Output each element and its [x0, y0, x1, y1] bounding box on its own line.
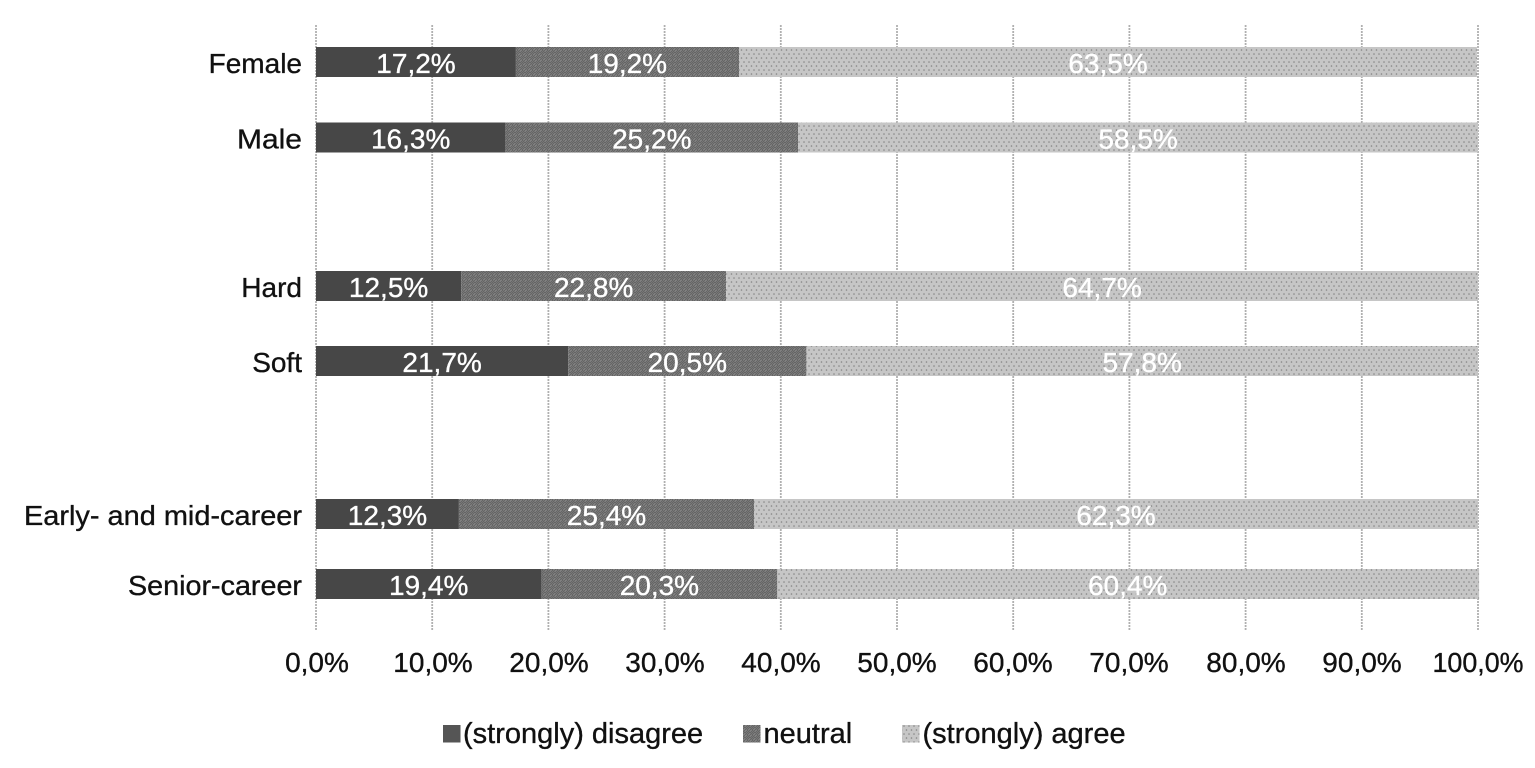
- svg-text:22,8%: 22,8%: [554, 272, 633, 303]
- svg-text:12,5%: 12,5%: [349, 272, 428, 303]
- svg-text:Male: Male: [237, 124, 302, 155]
- svg-text:17,2%: 17,2%: [376, 48, 455, 79]
- svg-text:0,0%: 0,0%: [285, 647, 349, 678]
- svg-text:16,3%: 16,3%: [371, 124, 450, 155]
- svg-text:30,0%: 30,0%: [625, 647, 704, 678]
- svg-text:19,4%: 19,4%: [389, 570, 468, 601]
- svg-text:Early- and mid-career: Early- and mid-career: [24, 500, 302, 531]
- svg-text:90,0%: 90,0%: [1322, 647, 1401, 678]
- svg-text:(strongly) disagree: (strongly) disagree: [463, 718, 703, 750]
- svg-text:20,3%: 20,3%: [620, 570, 699, 601]
- svg-text:80,0%: 80,0%: [1206, 647, 1285, 678]
- svg-text:64,7%: 64,7%: [1062, 272, 1141, 303]
- svg-text:50,0%: 50,0%: [857, 647, 936, 678]
- svg-text:12,3%: 12,3%: [348, 500, 427, 531]
- svg-text:70,0%: 70,0%: [1089, 647, 1168, 678]
- svg-text:10,0%: 10,0%: [393, 647, 472, 678]
- svg-text:20,0%: 20,0%: [509, 647, 588, 678]
- svg-text:21,7%: 21,7%: [402, 347, 481, 378]
- svg-text:Hard: Hard: [241, 272, 302, 303]
- svg-text:58,5%: 58,5%: [1098, 124, 1177, 155]
- svg-text:60,4%: 60,4%: [1088, 570, 1167, 601]
- svg-text:25,2%: 25,2%: [612, 124, 691, 155]
- svg-text:62,3%: 62,3%: [1076, 500, 1155, 531]
- svg-text:25,4%: 25,4%: [567, 500, 646, 531]
- svg-text:100,0%: 100,0%: [1433, 647, 1524, 678]
- svg-text:63,5%: 63,5%: [1068, 48, 1147, 79]
- svg-text:Soft: Soft: [252, 347, 302, 378]
- svg-text:57,8%: 57,8%: [1102, 347, 1181, 378]
- svg-text:Female: Female: [209, 48, 302, 79]
- svg-text:20,5%: 20,5%: [648, 347, 727, 378]
- svg-text:19,2%: 19,2%: [588, 48, 667, 79]
- svg-text:60,0%: 60,0%: [973, 647, 1052, 678]
- svg-text:Senior-career: Senior-career: [128, 570, 302, 601]
- svg-text:(strongly) agree: (strongly) agree: [923, 718, 1126, 750]
- svg-text:40,0%: 40,0%: [741, 647, 820, 678]
- svg-text:neutral: neutral: [764, 718, 853, 750]
